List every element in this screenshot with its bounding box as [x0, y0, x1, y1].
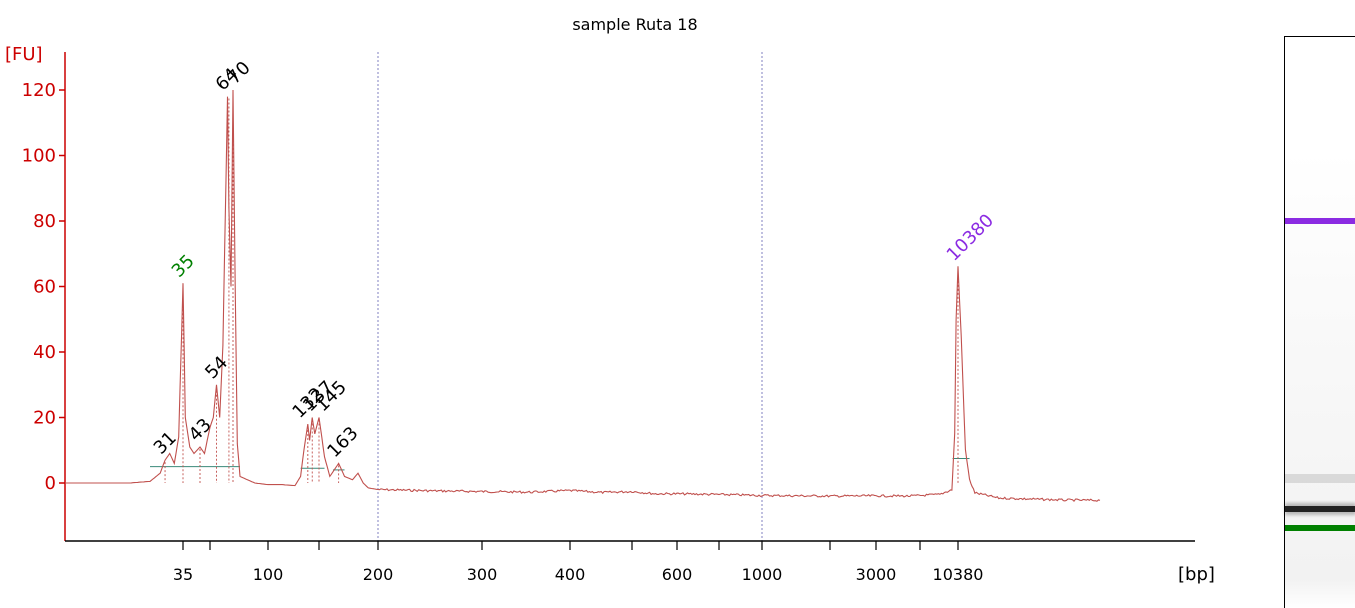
- x-tick-label-300: 300: [467, 565, 498, 584]
- fluorescence-trace: [65, 89, 1101, 503]
- peak-label-54: 54: [201, 352, 232, 383]
- gel-band-300: [1285, 474, 1355, 483]
- gel-band-10380: [1285, 218, 1355, 224]
- y-tick-label-60: 60: [33, 277, 56, 298]
- peak-label-35: 35: [168, 251, 199, 282]
- x-tick-label-200: 200: [363, 565, 394, 584]
- y-tick-label-40: 40: [33, 342, 56, 363]
- x-axis-unit-label: [bp]: [1178, 564, 1215, 585]
- y-tick-label-20: 20: [33, 408, 56, 429]
- reference-lines: [377, 52, 763, 541]
- peak-baselines: [150, 457, 970, 471]
- x-tick-label-3000: 3000: [856, 565, 897, 584]
- y-tick-label-0: 0: [45, 473, 56, 494]
- peak-label-10380: 10380: [943, 210, 998, 265]
- x-axis: 35 100 200 300 400 600 1000 3000 10380: [65, 540, 1195, 584]
- x-tick-label-100: 100: [253, 565, 284, 584]
- y-axis-unit-label: [FU]: [5, 44, 43, 65]
- x-tick-label-35: 35: [173, 565, 193, 584]
- gel-lane-image: [1284, 36, 1355, 608]
- x-tick-label-10380: 10380: [933, 565, 984, 584]
- gel-band-35: [1285, 525, 1355, 531]
- x-tick-label-400: 400: [555, 565, 586, 584]
- y-tick-label-120: 120: [22, 80, 56, 101]
- x-tick-label-600: 600: [662, 565, 693, 584]
- x-tick-label-1000: 1000: [742, 565, 783, 584]
- peak-label-163: 163: [323, 423, 362, 462]
- y-tick-label-80: 80: [33, 211, 56, 232]
- y-axis: 0 20 40 60 80 100 120: [22, 52, 66, 541]
- peak-drop-lines: [164, 92, 959, 483]
- y-tick-label-100: 100: [22, 146, 56, 167]
- chart-title: sample Ruta 18: [572, 15, 697, 34]
- gel-band-70: [1285, 506, 1355, 512]
